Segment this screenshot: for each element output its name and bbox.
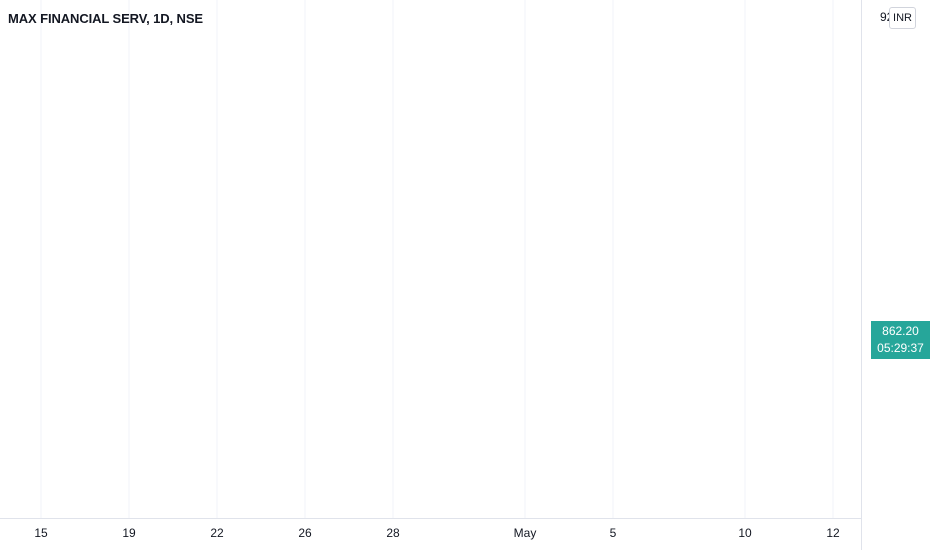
x-tick-label: 10 — [738, 526, 752, 540]
x-tick-label: 15 — [34, 526, 48, 540]
last-price-badge: 862.20 05:29:37 — [871, 321, 930, 359]
chart-title: MAX FINANCIAL SERV, 1D, NSE — [8, 11, 203, 26]
x-tick-label: 22 — [210, 526, 224, 540]
x-tick-label: 19 — [122, 526, 136, 540]
countdown-label: 05:29:37 — [877, 341, 924, 355]
x-tick-label: 26 — [298, 526, 312, 540]
x-tick-label: 12 — [826, 526, 840, 540]
last-price-label: 862.20 — [882, 324, 919, 338]
x-tick-label: May — [514, 526, 537, 540]
currency-button[interactable]: INR — [889, 7, 916, 29]
x-tick-label: 28 — [386, 526, 400, 540]
x-tick-label: 5 — [610, 526, 617, 540]
